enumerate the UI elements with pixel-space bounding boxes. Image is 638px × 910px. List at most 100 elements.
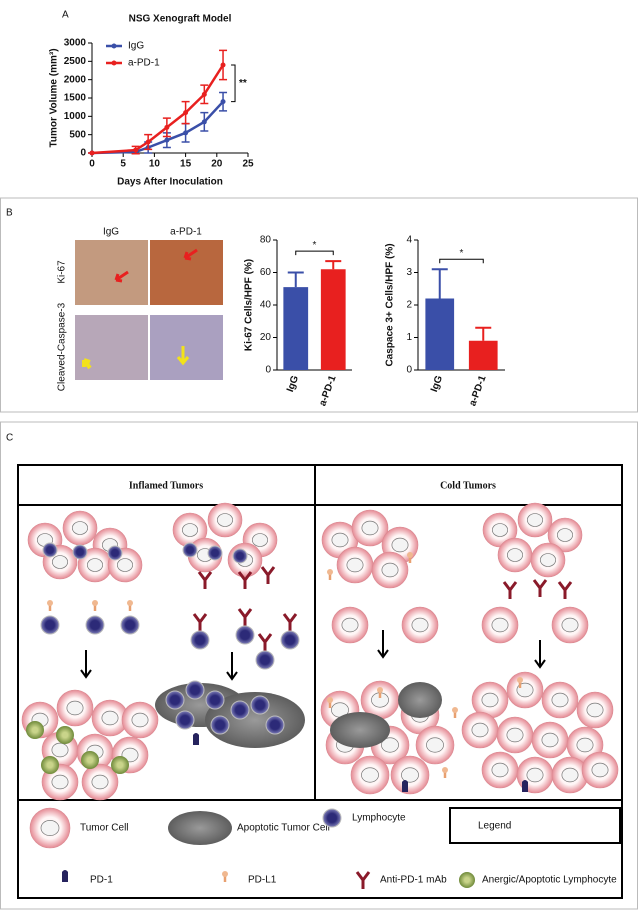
y-tick-label: 2500	[64, 56, 87, 67]
apoptotic-cell	[398, 682, 442, 718]
y-tick-label: 3	[406, 267, 412, 278]
y-tick-label: 1000	[64, 111, 87, 122]
diagram-frame	[17, 464, 623, 899]
nucleus	[66, 700, 84, 716]
point	[201, 91, 207, 97]
x-tick-label: 15	[180, 159, 192, 170]
legend-label: Anergic/Apoptotic Lymphocyte	[482, 875, 617, 886]
pd1	[402, 780, 408, 792]
nucleus	[391, 537, 409, 553]
y-tick-label: 500	[69, 129, 86, 140]
bracket	[295, 250, 334, 256]
antibody	[237, 571, 253, 589]
legend-label: PD-1	[90, 875, 113, 886]
bar	[283, 287, 309, 370]
lymphocyte	[165, 690, 185, 710]
x-tick-label: IgG	[429, 374, 445, 394]
line	[91, 100, 224, 155]
pdl1	[377, 687, 383, 693]
anergic-lymphocyte	[459, 872, 475, 888]
pdl1	[452, 707, 458, 713]
x-axis-label: Days After Inoculation	[117, 177, 223, 188]
legend-label: Anti-PD-1 mAb	[380, 875, 447, 886]
line	[91, 64, 225, 155]
arrow	[80, 650, 92, 679]
bracket	[231, 64, 236, 103]
row-label: Ki-67	[57, 260, 68, 284]
nucleus	[481, 692, 499, 708]
anergic-lymphocyte	[81, 751, 99, 769]
y-tick-label: 1500	[64, 93, 87, 104]
nucleus	[526, 767, 544, 783]
apoptotic-cell	[168, 811, 232, 845]
arrow	[82, 358, 92, 370]
lymphocyte	[250, 695, 270, 715]
nucleus	[331, 532, 349, 548]
pdl1	[47, 600, 53, 606]
x-tick-label: 10	[149, 159, 161, 170]
lymphocyte	[265, 715, 285, 735]
antibody	[257, 633, 273, 651]
nucleus	[561, 767, 579, 783]
legend-swatch	[111, 43, 117, 49]
pdl1	[127, 600, 133, 606]
antibody	[192, 613, 208, 631]
lymphocyte	[40, 615, 60, 635]
micrograph	[75, 315, 148, 380]
y-tick-label: 0	[265, 365, 271, 376]
nucleus	[86, 558, 103, 572]
lymphocyte	[175, 710, 195, 730]
arrow	[176, 346, 190, 366]
x-tick-label: a-PD-1	[317, 374, 338, 408]
point	[183, 110, 189, 116]
legend-label: a-PD-1	[128, 58, 160, 69]
lymphocyte	[255, 650, 275, 670]
nucleus	[217, 513, 234, 527]
apoptotic-cell	[330, 712, 390, 748]
y-tick-label: 60	[260, 267, 272, 278]
lymphocyte	[72, 544, 88, 560]
pdl1	[327, 697, 333, 703]
header: Inflamed Tumors	[129, 480, 203, 491]
nucleus	[506, 727, 524, 743]
nucleus	[361, 520, 379, 536]
column-label: IgG	[103, 227, 119, 238]
anergic-lymphocyte	[41, 756, 59, 774]
nucleus	[491, 762, 509, 778]
nucleus	[252, 533, 269, 547]
nucleus	[539, 553, 556, 567]
nucleus	[131, 712, 149, 728]
error-bar	[431, 268, 448, 299]
arrow	[534, 640, 546, 669]
nucleus	[51, 742, 69, 758]
lymphocyte	[235, 625, 255, 645]
row-label: Cleaved-Caspase-3	[57, 302, 68, 391]
annotation: *	[460, 248, 464, 259]
nucleus	[561, 617, 579, 633]
nucleus	[51, 774, 69, 790]
micrographs: IgG a-PD-1 Ki-67 Cleaved-Caspase-3	[57, 227, 223, 391]
bar	[425, 298, 455, 370]
lymphocyte	[230, 700, 250, 720]
nucleus	[401, 767, 419, 783]
lymphocyte	[107, 545, 123, 561]
diagram: Inflamed Tumors Cold Tumors Legend Tumor…	[17, 464, 623, 899]
nucleus	[361, 767, 379, 783]
lymphocyte	[120, 615, 140, 635]
nucleus	[101, 710, 119, 726]
column-label: a-PD-1	[170, 227, 202, 238]
nucleus	[116, 558, 133, 572]
pd1	[62, 870, 68, 882]
bracket	[439, 258, 484, 264]
antibody	[355, 871, 371, 889]
nucleus	[51, 555, 68, 569]
antibody	[197, 571, 213, 589]
legend-swatch	[111, 60, 117, 66]
y-tick-label: 1	[406, 332, 412, 343]
legend-box	[449, 807, 621, 844]
lymphocyte	[205, 690, 225, 710]
nucleus	[346, 557, 364, 573]
anergic-lymphocyte	[111, 756, 129, 774]
